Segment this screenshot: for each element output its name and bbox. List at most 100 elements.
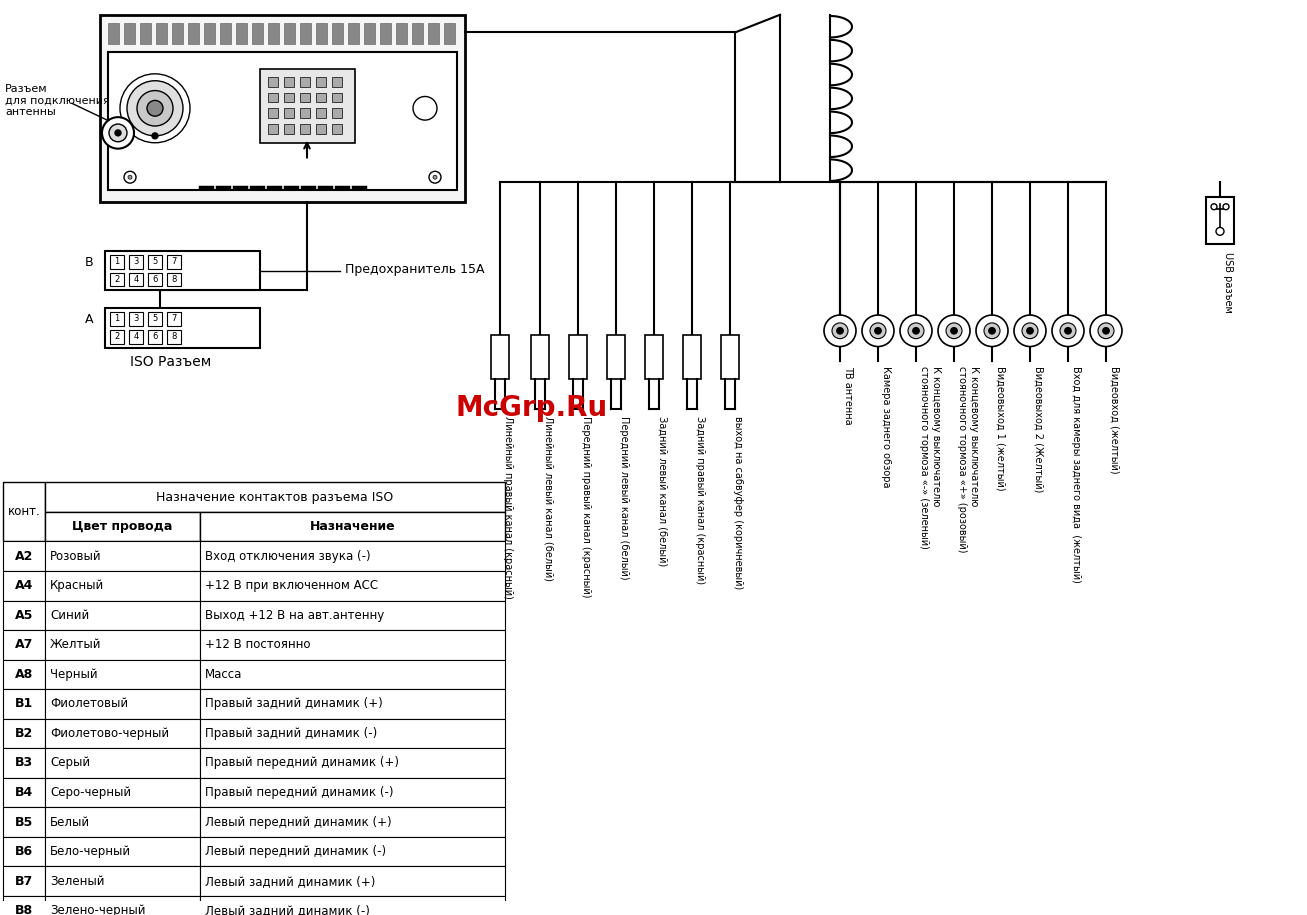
Circle shape	[976, 315, 1008, 347]
Circle shape	[1098, 323, 1114, 339]
Text: 4: 4	[133, 332, 139, 341]
Bar	[200, 630, 505, 660]
Circle shape	[1052, 315, 1084, 347]
Text: +12 В при включенном АСС: +12 В при включенном АСС	[205, 579, 378, 592]
Bar	[412, 23, 423, 44]
Bar	[268, 108, 278, 118]
Circle shape	[124, 171, 136, 183]
Bar	[332, 77, 342, 87]
Text: 1: 1	[115, 315, 120, 324]
Text: Белый: Белый	[50, 815, 90, 829]
Text: McGrp.Ru: McGrp.Ru	[455, 393, 608, 422]
Circle shape	[433, 176, 437, 179]
Text: 6: 6	[153, 332, 158, 341]
Bar	[3, 571, 44, 600]
Bar	[252, 23, 263, 44]
Text: B5: B5	[14, 815, 33, 829]
Bar	[3, 867, 44, 896]
Text: Левый передний динамик (+): Левый передний динамик (+)	[205, 815, 392, 829]
Circle shape	[429, 171, 440, 183]
Bar	[148, 255, 162, 269]
Bar	[396, 23, 406, 44]
Text: Бело-черный: Бело-черный	[50, 845, 131, 858]
Text: 8: 8	[171, 275, 176, 284]
Text: A7: A7	[14, 639, 33, 651]
Text: Линейный левый канал (белый): Линейный левый канал (белый)	[542, 416, 553, 581]
Bar	[108, 23, 119, 44]
Text: ISO Разъем: ISO Разъем	[129, 355, 212, 370]
Circle shape	[413, 96, 437, 120]
Bar	[44, 482, 505, 511]
Bar	[140, 23, 152, 44]
Circle shape	[863, 315, 894, 347]
Circle shape	[1223, 204, 1229, 210]
Text: ТВ антенна: ТВ антенна	[843, 366, 853, 425]
Circle shape	[127, 81, 183, 135]
Text: Вход для камеры заднего вида  (желтый): Вход для камеры заднего вида (желтый)	[1070, 366, 1081, 583]
Circle shape	[833, 323, 848, 339]
Bar	[268, 77, 278, 87]
Text: Задний левый канал (белый): Задний левый канал (белый)	[657, 416, 667, 566]
Text: B1: B1	[14, 697, 33, 710]
Bar	[301, 108, 310, 118]
Bar	[167, 273, 180, 286]
Text: Правый задний динамик (+): Правый задний динамик (+)	[205, 697, 383, 710]
Bar	[365, 23, 375, 44]
Circle shape	[115, 130, 122, 135]
Bar	[200, 571, 505, 600]
Bar	[188, 23, 199, 44]
Bar	[200, 542, 505, 571]
Bar	[200, 689, 505, 718]
Bar	[284, 124, 294, 134]
Bar	[316, 92, 325, 102]
Text: Левый задний динамик (+): Левый задний динамик (+)	[205, 875, 375, 888]
Bar	[44, 778, 200, 807]
Circle shape	[1060, 323, 1076, 339]
Bar	[156, 23, 167, 44]
Bar	[101, 15, 465, 202]
Circle shape	[128, 176, 132, 179]
Bar	[3, 778, 44, 807]
Bar	[332, 92, 342, 102]
Text: Выход +12 В на авт.антенну: Выход +12 В на авт.антенну	[205, 608, 384, 622]
Text: Передний правый канал (красный): Передний правый канал (красный)	[582, 416, 591, 597]
Bar	[316, 108, 325, 118]
Bar	[3, 482, 44, 542]
Bar	[3, 896, 44, 915]
Text: Правый задний динамик (-): Правый задний динамик (-)	[205, 727, 378, 740]
Bar	[316, 124, 325, 134]
Circle shape	[823, 315, 856, 347]
Bar	[284, 23, 295, 44]
Bar	[3, 748, 44, 778]
Bar	[108, 52, 457, 190]
Bar	[200, 660, 505, 689]
Text: Желтый: Желтый	[50, 639, 102, 651]
Circle shape	[1014, 315, 1046, 347]
Text: A5: A5	[14, 608, 33, 622]
Text: 5: 5	[153, 315, 158, 324]
Text: 7: 7	[171, 257, 176, 266]
Bar	[129, 312, 142, 326]
Bar	[268, 92, 278, 102]
Bar	[684, 335, 701, 379]
Bar	[200, 807, 505, 837]
Bar	[606, 335, 625, 379]
Text: B8: B8	[14, 904, 33, 915]
Bar	[44, 660, 200, 689]
Text: Назначение контактов разъема ISO: Назначение контактов разъема ISO	[157, 490, 393, 503]
Circle shape	[1103, 328, 1110, 334]
Bar	[44, 571, 200, 600]
Text: Назначение: Назначение	[310, 521, 395, 533]
Circle shape	[908, 323, 924, 339]
Bar	[284, 77, 294, 87]
Bar	[44, 600, 200, 630]
Circle shape	[989, 328, 995, 334]
Text: Предохранитель 15А: Предохранитель 15А	[345, 263, 485, 275]
Text: 5: 5	[153, 257, 158, 266]
Bar	[3, 542, 44, 571]
Bar	[3, 600, 44, 630]
Bar	[129, 273, 142, 286]
Bar	[491, 335, 508, 379]
Text: 4: 4	[133, 275, 139, 284]
Text: Зелено-черный: Зелено-черный	[50, 904, 145, 915]
